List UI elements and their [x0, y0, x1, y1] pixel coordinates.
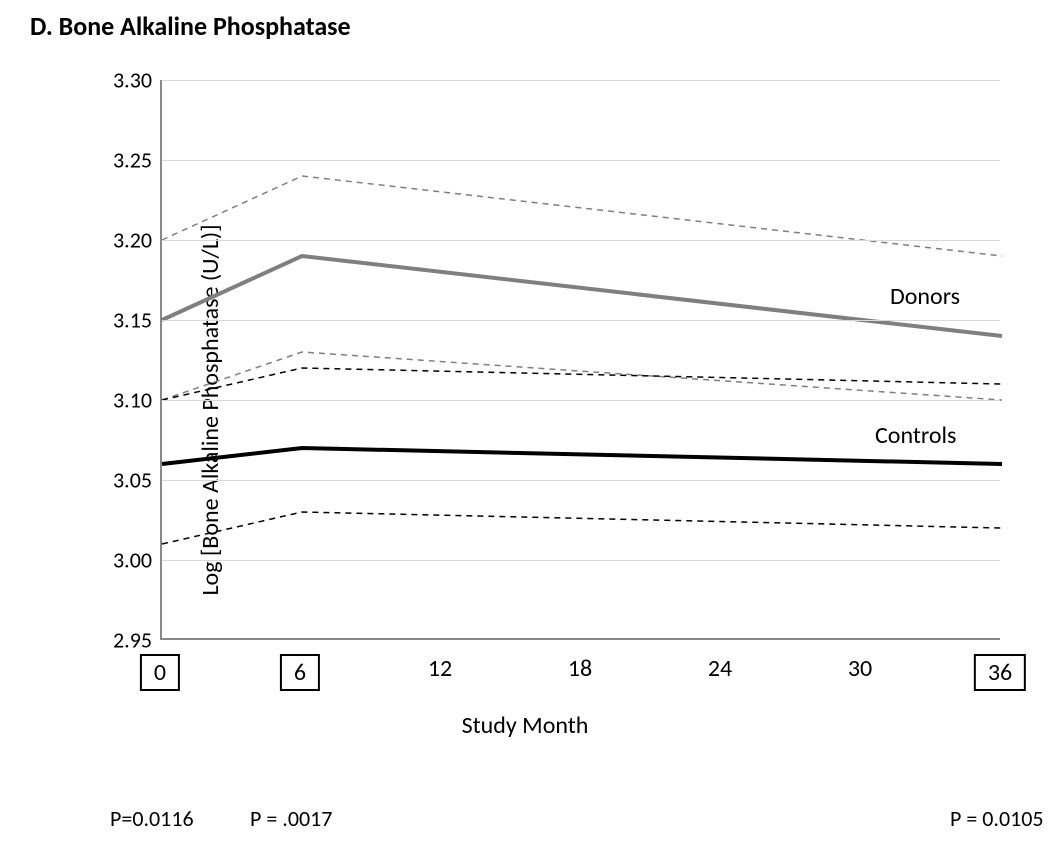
controls-upper-ci-line	[162, 368, 1002, 400]
y-tick-label: 3.30	[100, 67, 152, 94]
gridline	[162, 400, 1000, 401]
x-tick-box: 36	[974, 654, 1026, 691]
x-tick-label: 18	[568, 654, 592, 683]
x-tick-label: 24	[708, 654, 732, 683]
p-value-label: P = 0.0105	[950, 805, 1044, 832]
y-tick-label: 3.00	[100, 547, 152, 574]
y-tick-label: 3.15	[100, 307, 152, 334]
donors-series-label: Donors	[890, 282, 960, 311]
x-tick-label: 36	[974, 654, 1026, 691]
gridline	[162, 480, 1000, 481]
controls-mean-line	[162, 448, 1002, 464]
p-value-label: P = .0017	[250, 805, 332, 832]
gridline	[162, 80, 1000, 81]
donors-lower-ci-line	[162, 352, 1002, 400]
x-tick-box: 6	[280, 654, 320, 691]
controls-series-label: Controls	[875, 421, 956, 450]
chart-container: Log [Bone Alkaline Phosphatase (U/L)] St…	[30, 70, 1020, 750]
gridline	[162, 320, 1000, 321]
x-tick-label: 12	[428, 654, 452, 683]
x-tick-label: 30	[848, 654, 872, 683]
gridline	[162, 560, 1000, 561]
x-tick-label: 6	[280, 654, 320, 691]
x-tick-label: 0	[140, 654, 180, 691]
x-axis-label: Study Month	[462, 711, 589, 740]
y-tick-label: 2.95	[100, 627, 152, 654]
chart-title: D. Bone Alkaline Phosphatase	[30, 10, 351, 42]
donors-mean-line	[162, 256, 1002, 336]
gridline	[162, 240, 1000, 241]
gridline	[162, 160, 1000, 161]
y-tick-label: 3.25	[100, 147, 152, 174]
x-tick-box: 0	[140, 654, 180, 691]
plot-area	[160, 80, 1000, 640]
controls-lower-ci-line	[162, 512, 1002, 544]
y-tick-label: 3.20	[100, 227, 152, 254]
y-tick-label: 3.10	[100, 387, 152, 414]
y-tick-label: 3.05	[100, 467, 152, 494]
donors-upper-ci-line	[162, 176, 1002, 256]
p-value-label: P=0.0116	[110, 805, 194, 832]
chart-lines-svg	[162, 80, 1000, 638]
